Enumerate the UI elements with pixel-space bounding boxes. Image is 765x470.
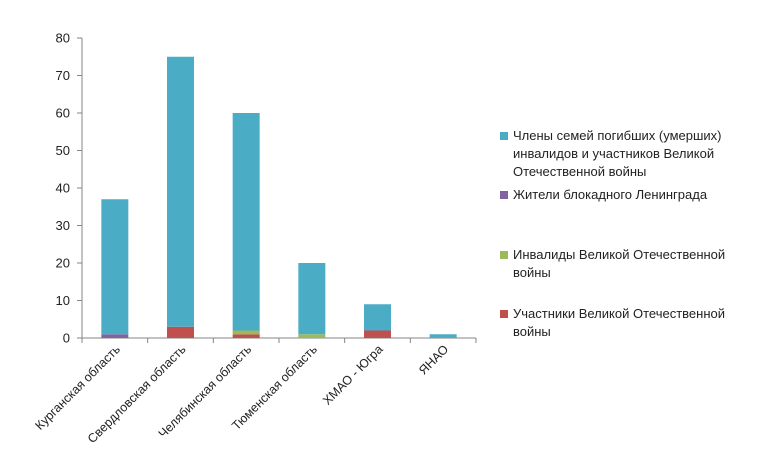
legend-item-family-members: Члены семей погибших (умерших) инвалидов… <box>500 127 755 181</box>
bar-segment <box>101 199 129 335</box>
y-tick-label: 60 <box>56 106 70 121</box>
y-tick-label: 20 <box>56 256 70 271</box>
legend-label: Инвалиды Великой Отечественной войны <box>513 247 726 280</box>
legend-label: Участники Великой Отечественной войны <box>513 306 725 339</box>
bar-segment <box>232 330 260 335</box>
y-tick-label: 40 <box>56 181 70 196</box>
legend: Члены семей погибших (умерших) инвалидов… <box>500 0 760 470</box>
bar-segment <box>364 304 391 331</box>
bar-segment <box>167 326 194 338</box>
y-tick-label: 80 <box>56 31 70 46</box>
y-tick-label: 30 <box>56 218 70 233</box>
bar-segment <box>167 56 194 327</box>
bar-segment <box>364 330 391 338</box>
y-tick-label: 50 <box>56 143 70 158</box>
legend-swatch <box>500 251 508 259</box>
legend-label: Члены семей погибших (умерших) инвалидов… <box>513 128 722 179</box>
bar-segment <box>101 334 129 338</box>
legend-swatch <box>500 310 508 318</box>
legend-item-war-invalids: Инвалиды Великой Отечественной войны <box>500 246 755 282</box>
legend-item-leningrad-residents: Жители блокадного Ленинграда <box>500 186 755 204</box>
y-axis: 0 10 20 30 40 50 60 70 80 <box>56 31 83 346</box>
bar-segment <box>429 334 457 338</box>
y-tick-label: 10 <box>56 293 70 308</box>
y-tick-label: 0 <box>63 331 70 346</box>
legend-item-war-participants: Участники Великой Отечественной войны <box>500 305 755 341</box>
bar-segment <box>298 263 326 335</box>
bar-segment <box>232 334 260 338</box>
legend-swatch <box>500 191 508 199</box>
legend-swatch <box>500 132 508 140</box>
legend-label: Жители блокадного Ленинграда <box>513 187 708 202</box>
x-tick-label: ЯНАО <box>416 342 451 377</box>
bar-segment <box>232 113 260 331</box>
bars <box>101 56 457 338</box>
bar-segment <box>298 334 326 338</box>
y-tick-label: 70 <box>56 68 70 83</box>
x-tick-label: ХМАО - Югра <box>320 342 386 408</box>
